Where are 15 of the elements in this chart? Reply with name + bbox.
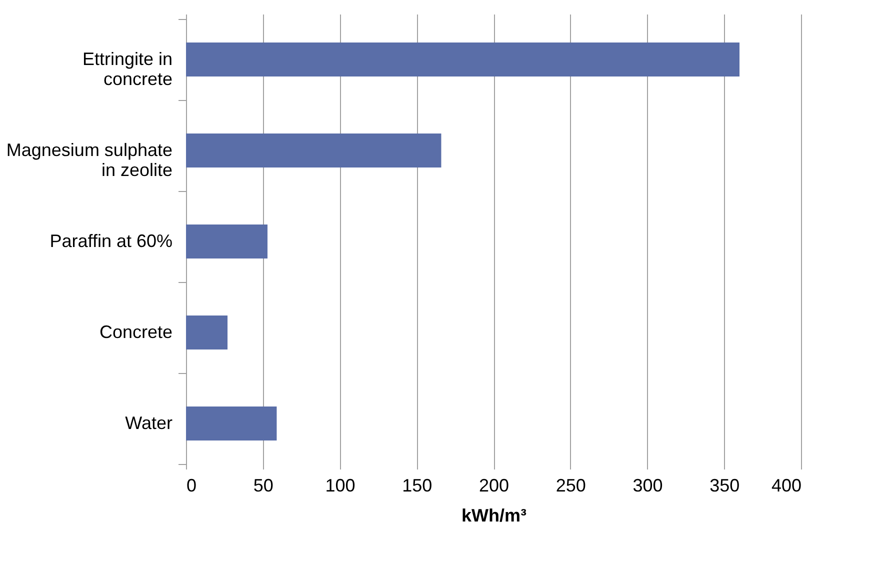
x-tick-label: 50	[253, 476, 274, 496]
y-tick-label: Water	[125, 413, 172, 433]
x-tick-label: 100	[325, 476, 356, 496]
x-axis-title: kWh/m³	[462, 506, 526, 526]
x-tick-label: 400	[771, 476, 802, 496]
x-tick-label: 0	[186, 476, 197, 496]
x-tick-label: 200	[478, 476, 510, 496]
x-tick-label: 150	[402, 476, 432, 496]
y-tick-label: Paraffin at 60%	[50, 231, 172, 251]
y-tick-label: Magnesium sulphate in zeolite	[6, 140, 172, 180]
x-tick-label: 350	[710, 476, 740, 496]
x-tick-label: 250	[556, 476, 586, 496]
x-tick-label: 300	[632, 476, 663, 496]
y-tick-label: Ettringite in concrete	[82, 49, 172, 89]
y-tick-label: Concrete	[99, 322, 172, 342]
